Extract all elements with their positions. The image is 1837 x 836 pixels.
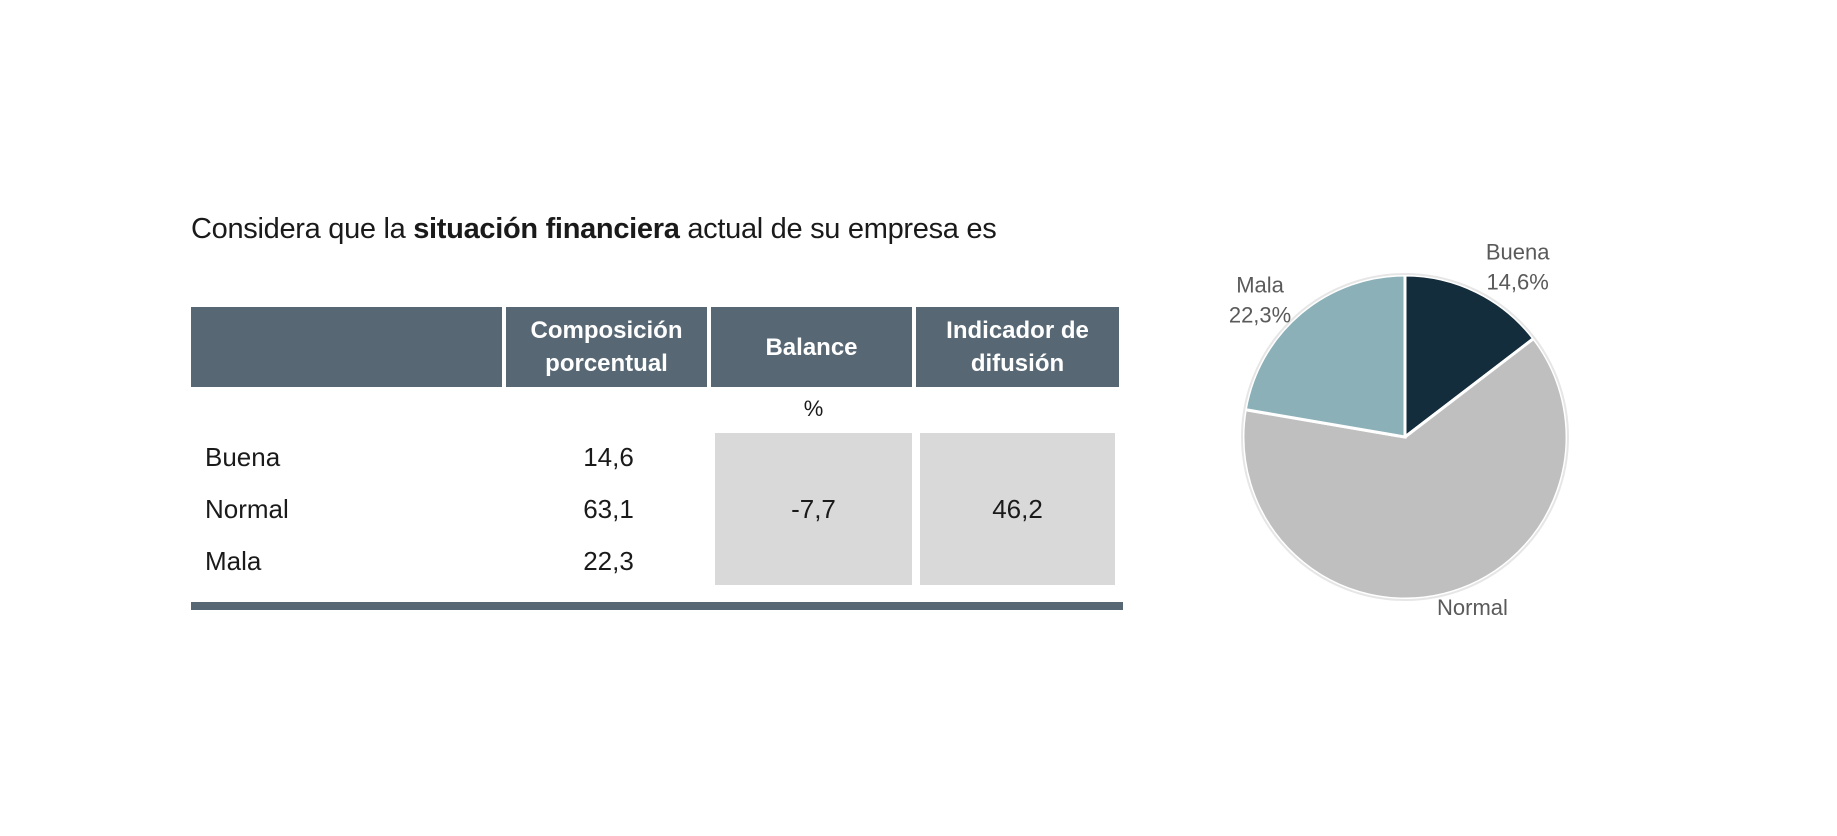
pie-slice-buena bbox=[1403, 273, 1536, 441]
chart-title: Considera que la situación financiera ac… bbox=[191, 213, 997, 246]
table-row: Mala 22,3 bbox=[191, 535, 1119, 587]
row-value: 14,6 bbox=[583, 441, 634, 472]
unit-empty bbox=[191, 387, 506, 431]
title-prefix: Considera que la bbox=[191, 213, 414, 245]
results-table: Composición porcentual Balance Indicador… bbox=[191, 307, 1119, 587]
unit-empty-3 bbox=[916, 387, 1119, 431]
table-row: Buena 14,6 -7,7 46,2 bbox=[191, 431, 1119, 585]
pie-label-name: Mala bbox=[1236, 272, 1284, 297]
indicador-cell: 46,2 bbox=[916, 431, 1119, 587]
header-empty bbox=[191, 307, 506, 387]
pie-label-name: Normal bbox=[1437, 595, 1508, 620]
title-bold: situación financiera bbox=[413, 213, 680, 245]
balance-cell: -7,7 bbox=[711, 431, 916, 587]
pie-outline bbox=[1241, 273, 1569, 601]
row-label: Mala bbox=[205, 545, 262, 576]
table-row: Normal 63,1 bbox=[191, 483, 1119, 535]
row-label: Buena bbox=[205, 441, 281, 472]
table-header-row: Composición porcentual Balance Indicador… bbox=[191, 307, 1119, 387]
pie-slice-mala bbox=[1243, 273, 1407, 439]
row-label: Normal bbox=[205, 493, 289, 524]
balance-value: -7,7 bbox=[715, 433, 912, 585]
header-composicion: Composición porcentual bbox=[506, 307, 711, 387]
header-balance-label: Balance bbox=[765, 333, 858, 361]
unit-empty-2 bbox=[506, 387, 711, 431]
pie-label-value: 22,3% bbox=[1229, 302, 1291, 327]
header-composicion-label: Composición porcentual bbox=[530, 317, 683, 377]
row-value: 22,3 bbox=[583, 545, 634, 576]
pie-label-name: Buena bbox=[1486, 240, 1550, 265]
pie-label-value: 14,6% bbox=[1486, 270, 1548, 295]
header-balance: Balance bbox=[711, 307, 916, 387]
header-indicador-label: Indicador de difusión bbox=[946, 317, 1089, 377]
title-suffix: actual de su empresa es bbox=[679, 213, 997, 245]
indicador-value: 46,2 bbox=[920, 433, 1115, 585]
row-value: 63,1 bbox=[583, 493, 634, 524]
unit-label: % bbox=[803, 396, 824, 421]
pie-slices bbox=[1241, 273, 1569, 601]
unit-row: % bbox=[191, 387, 1119, 431]
pie-slice-normal bbox=[1241, 336, 1569, 601]
header-indicador: Indicador de difusión bbox=[916, 307, 1119, 387]
table-bottom-rule bbox=[191, 602, 1123, 610]
